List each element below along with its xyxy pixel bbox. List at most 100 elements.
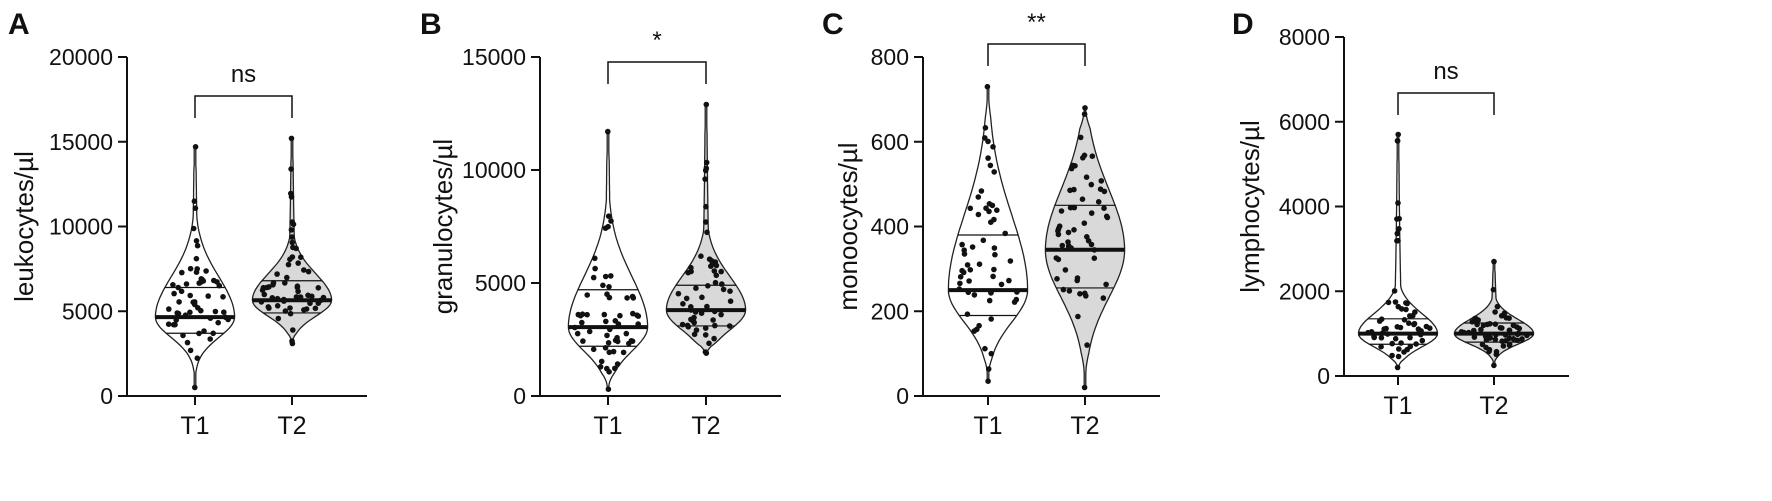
x-tick-label: T1 (973, 412, 1002, 440)
data-point (1389, 340, 1395, 347)
x-tick-label: T1 (1383, 392, 1412, 420)
data-point (187, 347, 194, 354)
data-point (288, 135, 295, 142)
data-point (579, 311, 586, 318)
data-point (301, 267, 307, 273)
data-point (1079, 196, 1086, 202)
y-tick-label: 10000 (462, 157, 526, 183)
data-point (1491, 362, 1497, 369)
data-point (605, 340, 612, 346)
data-point (711, 335, 717, 342)
data-point (703, 203, 709, 210)
data-point (288, 166, 294, 172)
data-point (1081, 384, 1088, 391)
data-point (1091, 247, 1098, 253)
data-point (1081, 111, 1088, 117)
data-point (274, 295, 281, 302)
data-point (1396, 226, 1402, 232)
data-point (966, 278, 972, 284)
data-point (1394, 137, 1401, 144)
data-point (1492, 321, 1499, 328)
data-point (675, 290, 682, 297)
data-point (1062, 267, 1069, 273)
data-point (705, 283, 711, 289)
data-point (198, 276, 205, 282)
data-point (630, 310, 636, 317)
data-point (710, 317, 716, 323)
data-point (1103, 281, 1109, 288)
data-point (289, 234, 295, 240)
data-point (605, 223, 611, 230)
data-point (193, 238, 200, 244)
y-tick-label: 6000 (1279, 109, 1330, 135)
data-point (967, 205, 974, 212)
data-point (1385, 299, 1392, 306)
data-point (285, 261, 292, 268)
x-tick-label: T2 (277, 412, 306, 440)
data-point (301, 307, 307, 313)
data-point (698, 310, 705, 317)
panel-letter: B (420, 8, 442, 41)
data-point (976, 322, 982, 329)
data-point (992, 251, 998, 258)
significance-bracket: ns (194, 61, 293, 118)
data-point (584, 292, 590, 298)
data-point (692, 309, 699, 315)
data-point (194, 355, 201, 362)
data-point (274, 303, 281, 309)
data-point (986, 297, 993, 304)
y-tick-label: 0 (100, 383, 113, 409)
data-point (1465, 329, 1472, 336)
data-point (702, 176, 708, 182)
data-point (1471, 334, 1478, 340)
data-point (971, 328, 977, 334)
data-point (606, 284, 612, 290)
data-point (959, 241, 965, 248)
data-point (295, 260, 302, 266)
data-point (1077, 134, 1084, 141)
data-point (605, 128, 611, 135)
data-point (1472, 315, 1478, 322)
data-point (608, 273, 614, 279)
data-point (967, 267, 974, 273)
data-point (194, 242, 201, 249)
data-point (192, 205, 199, 211)
data-point (176, 299, 182, 305)
data-point (1379, 330, 1386, 336)
data-point (175, 310, 182, 317)
data-point (606, 294, 613, 301)
data-point (702, 325, 709, 331)
data-point (1075, 313, 1081, 320)
data-point (1097, 186, 1104, 192)
data-point (691, 331, 698, 338)
data-point (1071, 204, 1078, 211)
data-point (191, 198, 198, 204)
data-point (698, 253, 704, 259)
data-point (693, 285, 699, 292)
data-point (1083, 174, 1090, 180)
significance-label: ** (1027, 9, 1046, 36)
data-point (166, 306, 172, 312)
data-point (1401, 317, 1408, 323)
data-point (1101, 205, 1107, 211)
data-point (264, 284, 270, 291)
data-point (620, 349, 627, 356)
data-point (1081, 220, 1088, 226)
data-point (190, 225, 197, 232)
data-point (994, 207, 1000, 213)
y-axis-title: granulocytes/µl (428, 139, 458, 314)
data-point (1499, 325, 1505, 331)
data-point (597, 364, 604, 370)
data-point (1068, 245, 1074, 251)
data-point (592, 255, 598, 262)
data-point (612, 365, 618, 372)
data-point (614, 338, 621, 345)
significance-bracket: ns (1397, 58, 1495, 115)
data-point (1458, 329, 1465, 335)
data-point (1067, 187, 1073, 194)
data-point (205, 293, 211, 299)
violin-t1 (154, 144, 236, 391)
data-point (964, 262, 971, 268)
data-point (982, 125, 989, 131)
